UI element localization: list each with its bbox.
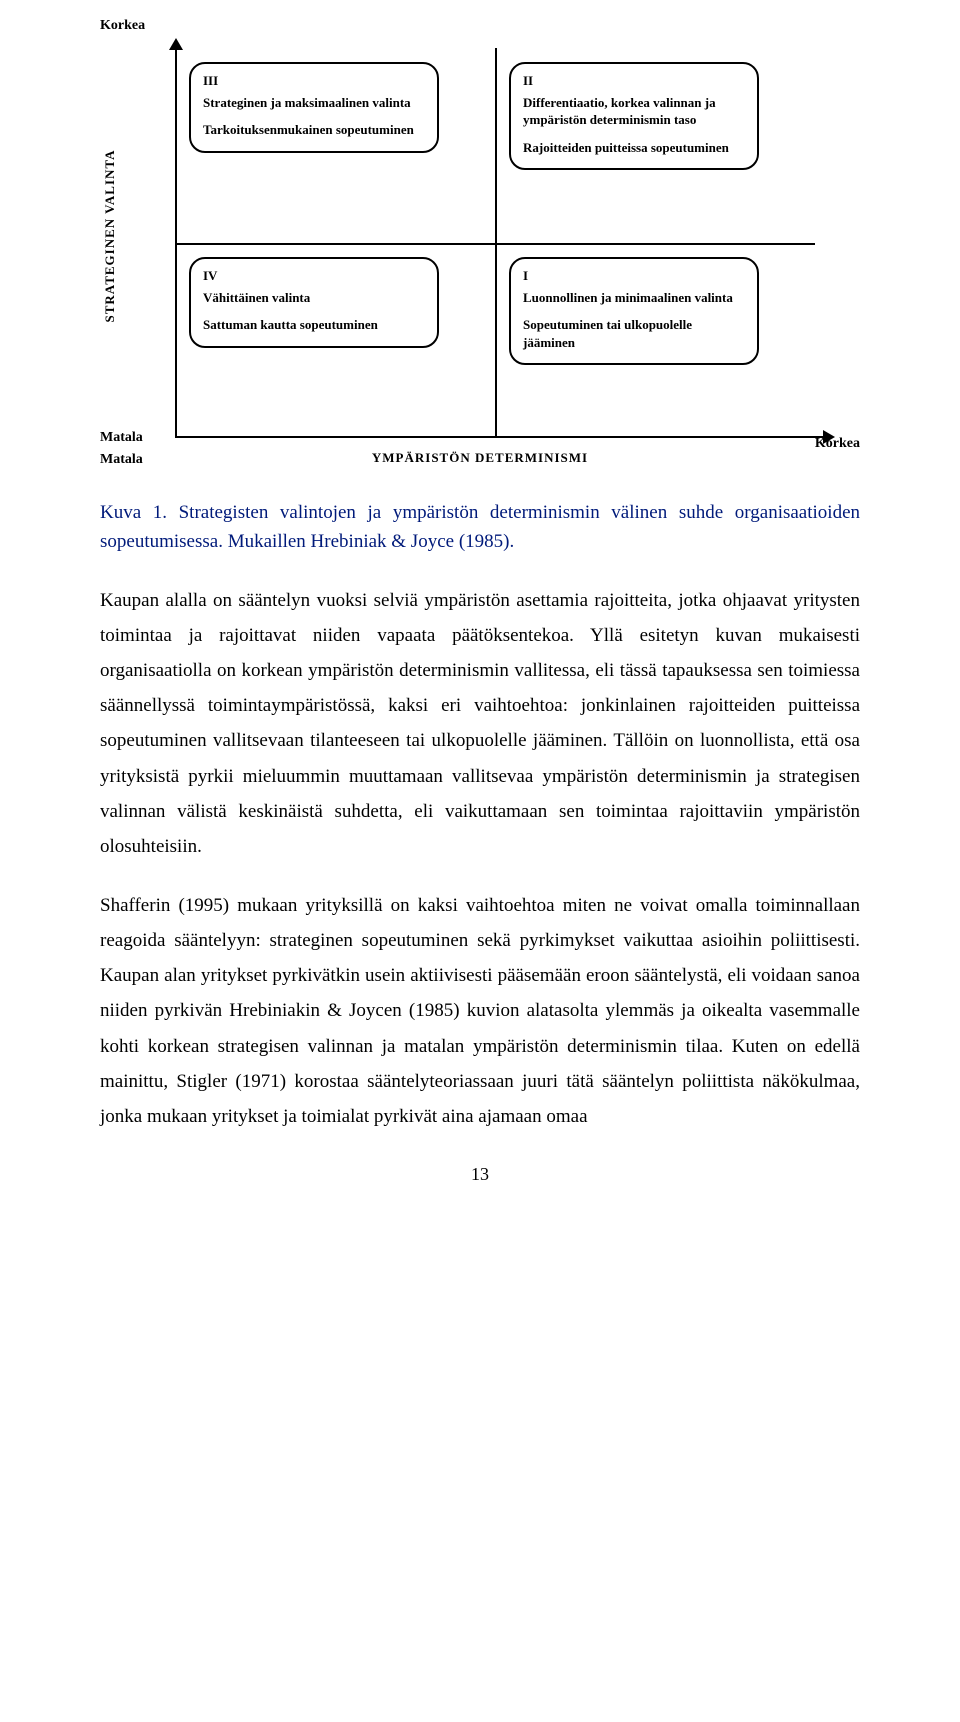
quadrant-3-cell: III Strateginen ja maksimaalinen valinta… [175, 48, 495, 243]
page: Korkea STRATEGINEN VALINTA III Strategin… [0, 0, 960, 1225]
quadrant-1-roman: I [523, 267, 745, 285]
x-axis-high-label: Korkea [815, 436, 860, 452]
quadrant-1-box: I Luonnollinen ja minimaalinen valinta S… [509, 257, 759, 365]
figure-caption: Kuva 1. Strategisten valintojen ja ympär… [100, 498, 860, 557]
quadrant-4-roman: IV [203, 267, 425, 285]
quadrant-4-cell: IV Vähittäinen valinta Sattuman kautta s… [175, 243, 495, 438]
paragraph-2: Shafferin (1995) mukaan yrityksillä on k… [100, 888, 860, 1134]
quadrant-2-roman: II [523, 72, 745, 90]
x-axis-title: YMPÄRISTÖN DETERMINISMI [100, 450, 860, 466]
quadrant-1-desc: Sopeutuminen tai ulkopuolelle jääminen [523, 316, 745, 351]
quadrant-4-desc: Sattuman kautta sopeutuminen [203, 316, 425, 334]
quadrant-2-desc: Rajoitteiden puitteissa sopeutuminen [523, 139, 745, 157]
page-number: 13 [100, 1164, 860, 1185]
quadrant-2-cell: II Differentiaatio, korkea valinnan ja y… [495, 48, 815, 243]
quadrant-4-title: Vähittäinen valinta [203, 289, 425, 307]
paragraph-1: Kaupan alalla on sääntelyn vuoksi selviä… [100, 583, 860, 864]
y-axis-high-label: Korkea [100, 18, 145, 34]
quadrant-1-cell: I Luonnollinen ja minimaalinen valinta S… [495, 243, 815, 438]
quadrant-3-desc: Tarkoituksenmukainen sopeutuminen [203, 121, 425, 139]
quadrant-4-box: IV Vähittäinen valinta Sattuman kautta s… [189, 257, 439, 348]
y-axis-low-label: Matala [100, 430, 143, 446]
axis-box: III Strateginen ja maksimaalinen valinta… [175, 48, 815, 438]
quadrant-diagram: Korkea STRATEGINEN VALINTA III Strategin… [100, 18, 860, 468]
y-axis-title: STRATEGINEN VALINTA [102, 96, 118, 376]
quadrant-3-roman: III [203, 72, 425, 90]
quadrant-1-title: Luonnollinen ja minimaalinen valinta [523, 289, 745, 307]
quadrant-3-title: Strateginen ja maksimaalinen valinta [203, 94, 425, 112]
quadrant-3-box: III Strateginen ja maksimaalinen valinta… [189, 62, 439, 153]
quadrant-2-title: Differentiaatio, korkea valinnan ja ympä… [523, 94, 745, 129]
quadrant-2-box: II Differentiaatio, korkea valinnan ja y… [509, 62, 759, 170]
